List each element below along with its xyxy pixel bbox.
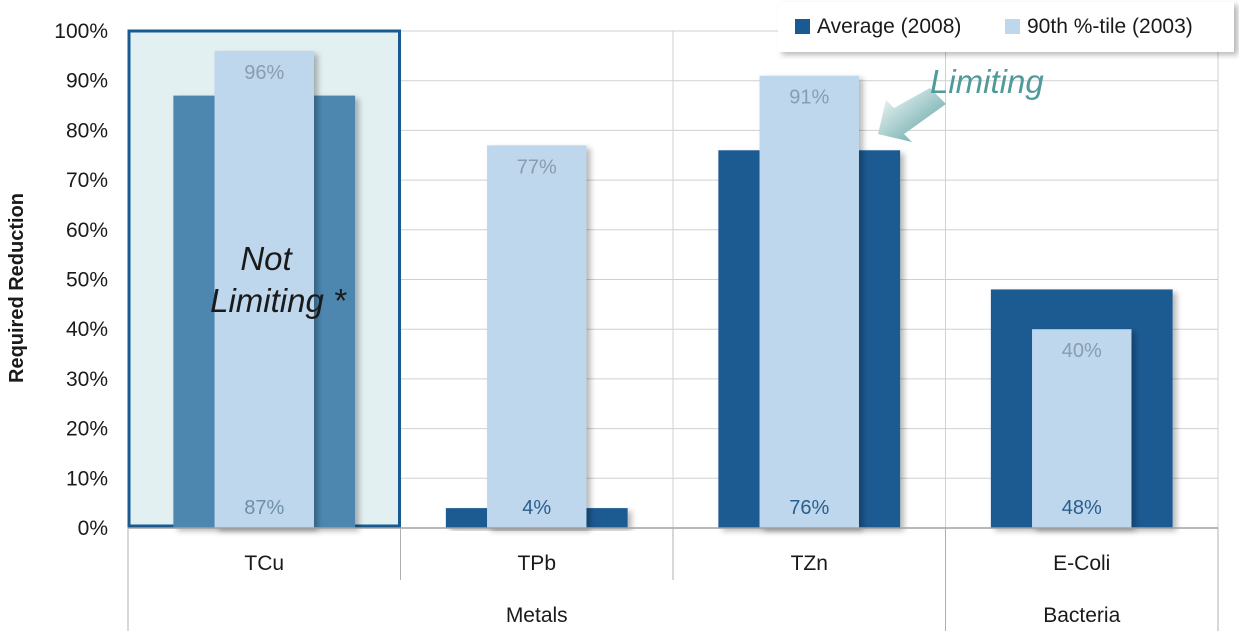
data-label-90th-tpb: 77% xyxy=(517,156,557,178)
not-limiting-annotation: Not Limiting * xyxy=(210,240,347,319)
data-label-average-tzn: 76% xyxy=(789,497,829,519)
not-limiting-line-1: Not xyxy=(240,240,293,277)
legend-swatch-average xyxy=(795,19,810,34)
x-tick-label-tpb: TPb xyxy=(517,552,556,575)
legend-swatch-90th xyxy=(1005,19,1020,34)
y-tick-label-60: 60% xyxy=(66,219,108,242)
x-tick-label-e-coli: E-Coli xyxy=(1053,552,1110,575)
y-tick-label-70: 70% xyxy=(66,169,108,192)
y-tick-label-10: 10% xyxy=(66,467,108,490)
y-tick-label-30: 30% xyxy=(66,368,108,391)
bar-90th-tcu xyxy=(214,50,314,528)
y-tick-label-50: 50% xyxy=(66,269,108,292)
data-label-average-tpb: 4% xyxy=(522,497,551,519)
x-tick-label-tzn: TZn xyxy=(791,552,828,575)
not-limiting-line-2: Limiting * xyxy=(210,282,347,319)
data-label-90th-tzn: 91% xyxy=(789,87,829,109)
data-label-90th-e-coli: 40% xyxy=(1062,340,1102,362)
data-label-90th-tcu: 96% xyxy=(244,62,284,84)
bar-90th-tpb xyxy=(487,145,587,528)
y-tick-label-80: 80% xyxy=(66,119,108,142)
bar-90th-tzn xyxy=(759,75,859,528)
legend-label-average: Average (2008) xyxy=(817,15,961,38)
x-tick-label-tcu: TCu xyxy=(244,552,284,575)
limiting-arrow-icon xyxy=(878,88,946,142)
legend-label-90th: 90th %-tile (2003) xyxy=(1027,15,1193,38)
y-tick-label-0: 0% xyxy=(78,517,108,540)
y-tick-label-20: 20% xyxy=(66,418,108,441)
y-tick-label-100: 100% xyxy=(54,20,108,43)
data-label-average-tcu: 87% xyxy=(244,497,284,519)
legend: Average (2008) 90th %-tile (2003) xyxy=(778,2,1234,52)
y-axis-title: Required Reduction xyxy=(6,193,28,383)
axes: 0% 10% 20% 30% 40% 50% 60% 70% 80% 90% 100% TCu TPb T… xyxy=(54,20,1219,631)
limiting-annotation: Limiting xyxy=(878,63,1044,142)
group-label-metals: Metals xyxy=(506,604,568,627)
data-labels: 96% 87% 77% 4% 91% 76% 40% 48% xyxy=(244,62,1102,519)
y-tick-label-90: 90% xyxy=(66,70,108,93)
y-tick-label-40: 40% xyxy=(66,318,108,341)
group-label-bacteria: Bacteria xyxy=(1043,604,1120,627)
bars xyxy=(173,50,1173,529)
data-label-average-e-coli: 48% xyxy=(1062,497,1102,519)
bar-90th-e-coli xyxy=(1032,329,1132,528)
limiting-label: Limiting xyxy=(930,63,1044,100)
